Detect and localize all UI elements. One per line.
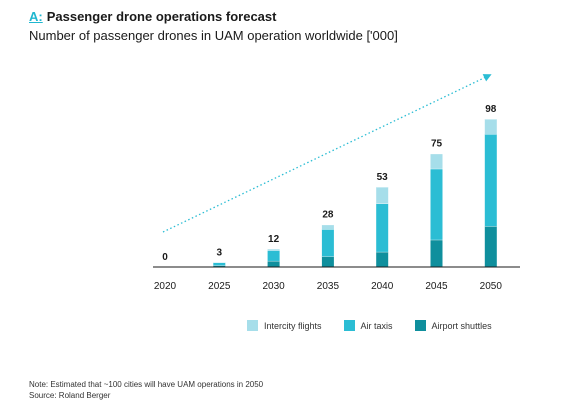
total-label: 12 bbox=[268, 234, 280, 245]
x-tick-label: 2045 bbox=[425, 281, 448, 292]
bar-segment bbox=[430, 239, 443, 267]
legend-swatch-airport-shuttles bbox=[414, 320, 426, 331]
bar-segment bbox=[321, 229, 334, 257]
total-label: 98 bbox=[485, 104, 497, 115]
total-label: 53 bbox=[377, 172, 389, 183]
x-tick-label: 2050 bbox=[480, 281, 503, 292]
x-tick-label: 2020 bbox=[154, 281, 177, 292]
bar-segment bbox=[267, 260, 280, 267]
legend-item-airport-shuttles: Airport shuttles bbox=[414, 320, 492, 331]
bar-segment bbox=[213, 262, 226, 266]
legend-item-air-taxis: Air taxis bbox=[343, 320, 393, 331]
bar-segment bbox=[213, 265, 226, 267]
chart-legend: Intercity flights Air taxis Airport shut… bbox=[247, 320, 514, 331]
bar-segment bbox=[321, 224, 334, 230]
x-tick-label: 2025 bbox=[208, 281, 231, 292]
bar-segment bbox=[376, 251, 389, 267]
bar-segment bbox=[267, 248, 280, 251]
x-tick-label: 2035 bbox=[317, 281, 340, 292]
legend-item-intercity: Intercity flights bbox=[247, 320, 322, 331]
footnote: Note: Estimated that ~100 cities will ha… bbox=[29, 379, 263, 401]
total-label: 0 bbox=[162, 252, 168, 263]
x-tick-label: 2030 bbox=[262, 281, 285, 292]
bar-segment bbox=[484, 119, 497, 135]
bar-segment bbox=[484, 134, 497, 227]
bar-segment bbox=[430, 168, 443, 240]
trend-arrow-head bbox=[482, 74, 492, 82]
total-label: 75 bbox=[431, 139, 443, 150]
title-text: Passenger drone operations forecast bbox=[46, 9, 277, 24]
note-text: Note: Estimated that ~100 cities will ha… bbox=[29, 380, 264, 389]
legend-label-air-taxis: Air taxis bbox=[360, 320, 393, 331]
bar-segment bbox=[267, 250, 280, 261]
bar-segment bbox=[321, 256, 334, 267]
legend-swatch-intercity bbox=[247, 320, 258, 331]
total-label: 3 bbox=[217, 247, 223, 258]
bar-segment bbox=[484, 226, 497, 267]
legend-swatch-air-taxis bbox=[343, 320, 355, 331]
bar-segment bbox=[376, 186, 389, 204]
legend-label-intercity: Intercity flights bbox=[264, 320, 322, 331]
total-label: 28 bbox=[322, 210, 334, 221]
chart-subtitle: Number of passenger drones in UAM operat… bbox=[29, 28, 398, 43]
chart-title: A: Passenger drone operations forecast bbox=[29, 9, 276, 24]
source-text: Source: Roland Berger bbox=[29, 391, 111, 400]
x-tick-label: 2040 bbox=[371, 281, 394, 292]
trend-arrow-line bbox=[162, 75, 489, 233]
bar-segment bbox=[376, 203, 389, 252]
section-tag: A: bbox=[29, 9, 43, 24]
bar-segment bbox=[430, 153, 443, 169]
legend-label-airport-shuttles: Airport shuttles bbox=[431, 320, 492, 331]
